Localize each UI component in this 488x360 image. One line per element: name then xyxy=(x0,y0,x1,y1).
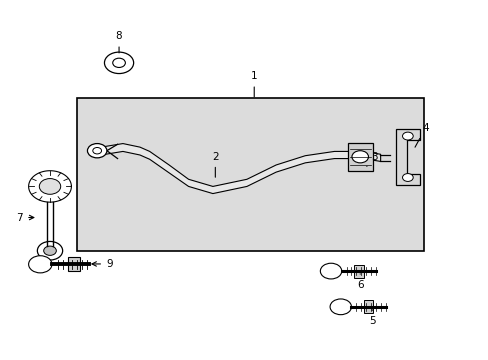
Bar xyxy=(353,265,363,278)
Text: 1: 1 xyxy=(250,71,257,97)
Circle shape xyxy=(402,132,412,140)
Circle shape xyxy=(37,242,62,260)
Circle shape xyxy=(351,151,368,163)
Circle shape xyxy=(87,144,107,158)
Text: 8: 8 xyxy=(116,31,122,53)
Text: 6: 6 xyxy=(356,274,363,290)
Text: 9: 9 xyxy=(92,259,112,269)
Circle shape xyxy=(320,263,341,279)
Polygon shape xyxy=(101,144,380,194)
Circle shape xyxy=(29,256,52,273)
Circle shape xyxy=(104,52,133,73)
Bar xyxy=(363,300,372,313)
Text: 2: 2 xyxy=(212,152,218,177)
Polygon shape xyxy=(395,129,419,185)
Bar xyxy=(77,98,424,251)
Bar xyxy=(68,257,80,271)
Text: 5: 5 xyxy=(369,310,375,326)
Text: 3: 3 xyxy=(366,152,377,166)
Text: 4: 4 xyxy=(414,123,428,147)
Circle shape xyxy=(39,179,61,194)
Circle shape xyxy=(329,299,351,315)
Circle shape xyxy=(402,174,412,181)
Bar xyxy=(347,143,372,171)
Circle shape xyxy=(113,58,125,67)
Circle shape xyxy=(43,246,56,255)
Text: 7: 7 xyxy=(17,212,34,222)
